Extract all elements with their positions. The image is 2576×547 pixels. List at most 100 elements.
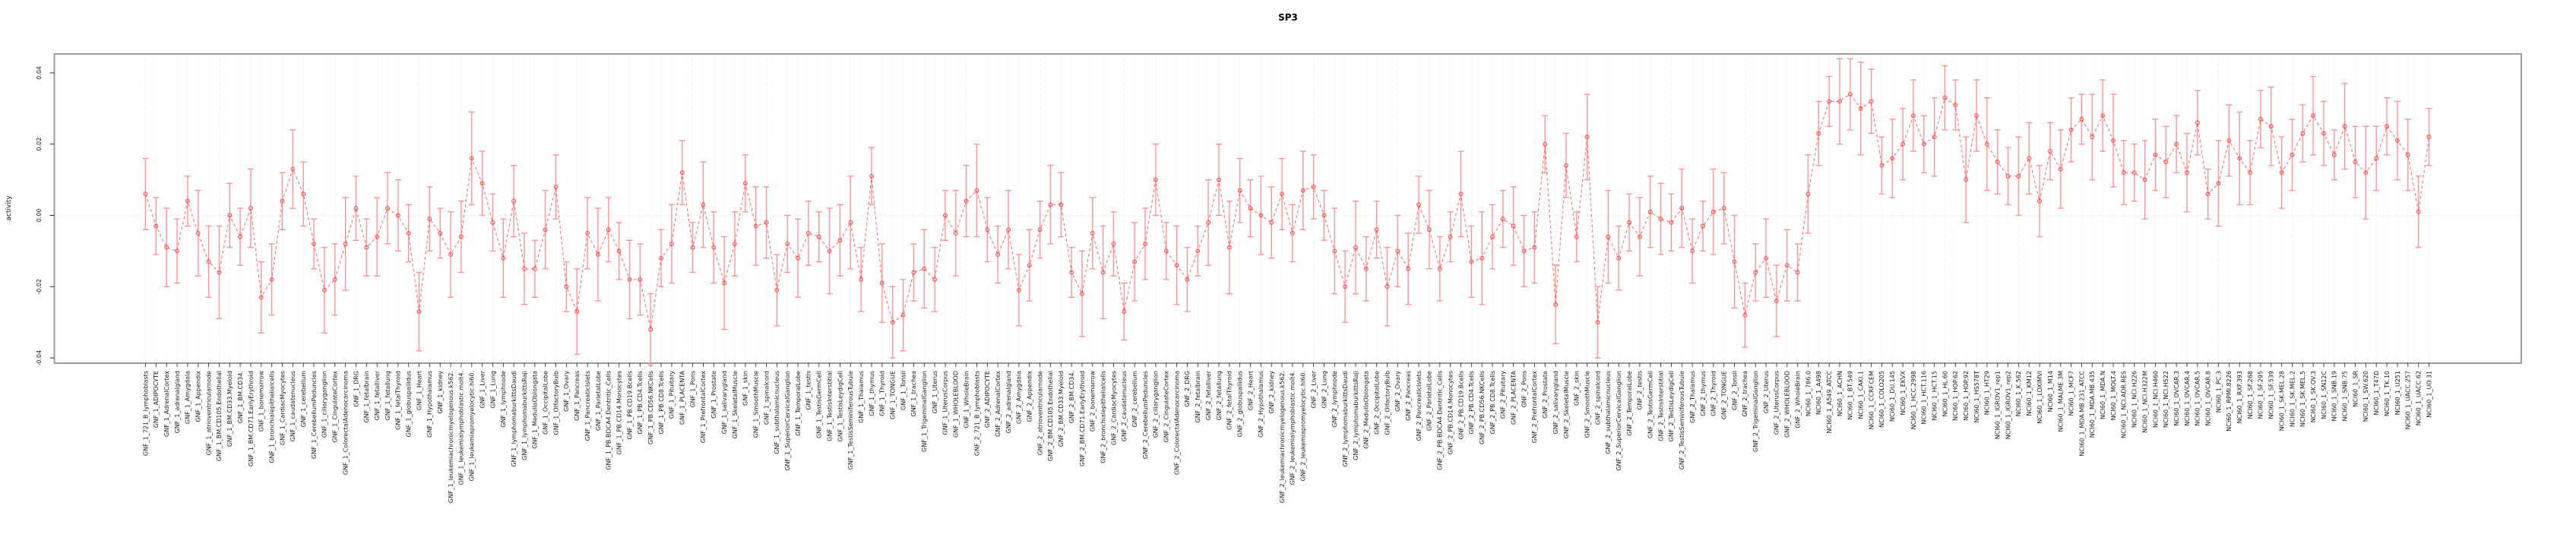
x-category-label: GNF_2_TemporalLobe	[1626, 371, 1633, 436]
x-category-label: NCI60_1_OVCAR.4	[2184, 371, 2191, 426]
y-tick-label: 0.04	[36, 66, 43, 80]
x-category-label: GNF_2_subthalamicnucleus	[1605, 371, 1612, 454]
x-category-label: GNF_1_caudatenucleus	[290, 371, 296, 441]
x-category-label: NCI60_1_NCI.H460	[2152, 371, 2159, 428]
x-category-label: GNF_2_Appendix	[1027, 371, 1033, 422]
x-category-label: GNF_1_spinalcord	[763, 371, 770, 425]
x-category-label: GNF_2_Pons	[1521, 371, 1527, 408]
x-category-label: GNF_1_AdrenalCortex	[163, 371, 170, 437]
x-category-label: NCI60_1_UACC.257	[2405, 371, 2412, 429]
x-category-label: NCI60_1_HCC.2998	[1910, 371, 1917, 429]
x-category-label: GNF_2_trachea	[1742, 371, 1748, 417]
x-category-label: GNF_2_Amygdala	[1016, 371, 1023, 424]
x-category-label: NCI60_1_IGROV1_rep1	[1995, 371, 2002, 439]
x-category-label: GNF_2_ParietalLobe	[1426, 371, 1433, 431]
x-category-label: GNF_1_kidney	[437, 371, 444, 414]
x-category-label: GNF_1_Appendix	[195, 371, 202, 422]
x-category-label: GNF_1_BM.CD105.Endothelial	[216, 371, 223, 461]
x-category-label: GNF_1_skin	[742, 371, 749, 406]
x-category-label: GNF_1_Amygdala	[185, 371, 191, 424]
x-category-label: NCI60_1_HOP.92	[1963, 371, 1970, 421]
x-category-label: GNF_1_ParietalLobe	[595, 371, 602, 431]
x-category-label: NCI60_1_RXF.393	[2236, 371, 2243, 423]
x-category-label: GNF_2_spinalcord	[1594, 371, 1601, 425]
x-category-label: GNF_2_721_B_lymphoblasts	[973, 371, 980, 456]
x-category-label: GNF_2_OccipitalLobe	[1374, 371, 1381, 435]
x-category-label: NCI60_1_DU.145	[1889, 371, 1896, 422]
x-category-label: GNF_2_fetalliver	[1205, 370, 1212, 420]
x-category-label: NCI60_1_SF.539	[2268, 371, 2275, 419]
x-category-label: GNF_2_Pancreas	[1405, 371, 1412, 421]
x-category-label: GNF_1_TestisSeminiferousTubule	[847, 371, 854, 470]
x-category-label: GNF_1_CerebellumPeduncles	[311, 371, 318, 459]
x-category-label: NCI60_1_MOLT.4	[2110, 371, 2117, 420]
x-category-label: GNF_2_TestisInterstitial	[1657, 371, 1664, 441]
x-category-label: GNF_2_bonemarrow	[1090, 371, 1097, 432]
x-category-label: GNF_2_thymus	[1700, 371, 1707, 416]
x-category-label: NCI60_1_UO.31	[2426, 371, 2432, 418]
x-category-label: GNF_2_MedullaOblongata	[1363, 371, 1370, 449]
x-category-label: GNF_2_Hypothalamus	[1258, 371, 1264, 438]
x-category-label: GNF_1_OlfactoryBulb	[552, 371, 559, 435]
x-category-label: GNF_1_PancreaticIslets	[584, 371, 591, 441]
x-category-label: GNF_1_testis	[805, 371, 812, 410]
x-category-label: NCI60_1_SNB.19	[2331, 371, 2338, 421]
x-category-label: GNF_1_721_B_lymphoblasts	[142, 371, 149, 456]
x-category-label: GNF_2_Heart	[1247, 371, 1254, 410]
x-category-label: NCI60_1_OVCAR.3	[2173, 371, 2180, 426]
x-category-label: GNF_1_lymphnode	[500, 371, 507, 428]
x-category-label: GNF_1_SuperiorCervicalGanglion	[784, 371, 791, 471]
grid-lines	[55, 55, 2521, 362]
x-category-label: GNF_1_Thyroid	[879, 371, 886, 416]
x-category-label: NCI60_1_NCI.H226	[2131, 371, 2138, 428]
x-category-label: GNF_1_leukemiapromyelocytic.hl60.	[469, 371, 476, 481]
x-category-label: GNF_2_PB.BDCA4.Dentritic_Cells	[1437, 371, 1444, 470]
x-category-label: GNF_1_PB.CD4.Tcells	[637, 371, 644, 435]
x-category-label: NCI60_1_COLO205	[1878, 371, 1885, 428]
x-category-label: GNF_1_Thalamus	[858, 371, 865, 423]
x-category-label: GNF_2_CingulateCortex	[1163, 371, 1170, 443]
x-category-label: GNF_2_PB.CD19.Bcells	[1457, 371, 1464, 440]
x-category-label: NCI60_1_NCI.H322M	[2141, 371, 2148, 433]
x-category-label: GNF_2_CerebellumPeduncles	[1142, 371, 1149, 459]
x-category-label: GNF_2_WHOLEBLOOD	[1784, 371, 1791, 438]
x-category-label: GNF_2_Tonsil	[1731, 371, 1738, 410]
x-category-label: GNF_1_PB.BDCA4.Dentritic_Cells	[606, 371, 612, 470]
x-category-label: NCI60_1_M14	[2047, 371, 2054, 412]
x-category-label: GNF_2_TrigeminalGanglion	[1752, 371, 1759, 452]
x-category-label: NCI60_1_NCI.ADR.RES	[2121, 371, 2128, 438]
x-category-label: GNF_2_PB.CD4.Tcells	[1468, 371, 1475, 435]
x-category-label: NCI60_1_ACHN	[1837, 371, 1843, 416]
x-category-label: GNF_2_Pituitary	[1500, 371, 1507, 419]
x-category-label: GNF_2_Uterus	[1763, 371, 1770, 413]
x-category-label: NCI60_1_PC.3	[2215, 371, 2222, 413]
x-category-label: GNF_2_leukemialymphoblastic.molt4.	[1290, 371, 1296, 485]
x-category-label: GNF_2_PB.CD14.Monocytes	[1447, 371, 1454, 454]
x-category-label: GNF_2_Lung	[1321, 371, 1328, 408]
x-category-label: GNF_2_fetalThyroid	[1226, 371, 1233, 430]
x-category-label: GNF_1_atrioventricularnode	[205, 371, 212, 455]
x-category-label: GNF_2_caudatenucleus	[1121, 371, 1128, 441]
y-tick-label: -0.04	[36, 350, 43, 366]
x-category-label: GNF_1_PB.CD56.NKCells	[647, 371, 654, 444]
x-category-label: GNF_1_subthalamicnucleus	[774, 371, 780, 454]
chart-title: SP3	[1278, 12, 1298, 23]
x-category-label: GNF_1_Uterus	[932, 371, 938, 413]
x-category-label: GNF_2_SmoothMuscle	[1584, 371, 1590, 438]
x-category-label: GNF_2_Liver	[1310, 370, 1317, 408]
x-category-label: GNF_1_WholeBrain	[963, 371, 970, 428]
x-category-label: GNF_1_Pons	[689, 371, 696, 408]
x-category-label: GNF_1_PrefrontalCortex	[700, 371, 707, 443]
x-category-label: NCI60_1_MDA.MB.231_ATCC	[2078, 371, 2085, 457]
x-category-label: GNF_1_BM.CD33.Myeloid	[226, 371, 233, 447]
x-category-label: GNF_1_leukemiachronicmyelogenous.k562.	[448, 371, 454, 503]
x-category-label: NCI60_1_IGROV1_rep2	[2005, 371, 2011, 439]
x-category-label: GNF_1_Lung	[489, 371, 496, 408]
x-category-label: GNF_2_adrenalgland	[1005, 371, 1012, 433]
x-category-label: GNF_2_leukemiachronicmyelogenous.k562.	[1279, 371, 1286, 503]
x-category-label: GNF_2_Thyroid	[1710, 371, 1717, 416]
x-category-label: GNF_2_lymphnode	[1331, 371, 1338, 428]
x-category-label: GNF_1_Pancreas	[574, 371, 581, 421]
x-category-label: GNF_2_BM.CD33.Myeloid	[1058, 371, 1065, 447]
